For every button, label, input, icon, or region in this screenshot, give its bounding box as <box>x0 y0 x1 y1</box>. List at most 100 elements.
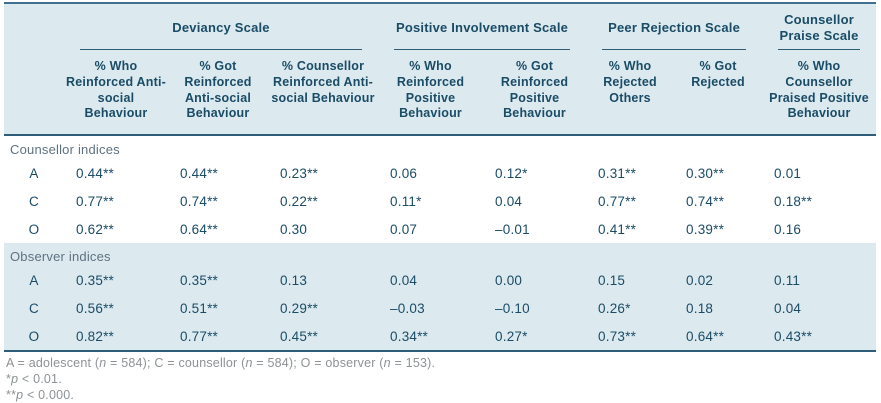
correlation-table-figure: Deviancy Scale Positive Involvement Scal… <box>4 2 876 403</box>
data-cell: 0.39** <box>674 215 762 243</box>
table-row: A 0.44** 0.44** 0.23** 0.06 0.12* 0.31**… <box>4 159 876 187</box>
row-label: O <box>4 322 64 351</box>
data-cell: 0.30** <box>674 159 762 187</box>
table-row: A 0.35** 0.35** 0.13 0.04 0.00 0.15 0.02… <box>4 266 876 294</box>
corner-cell <box>4 50 64 135</box>
footnote-text: = 584); O = observer ( <box>253 356 384 370</box>
group-header-positive-involvement: Positive Involvement Scale <box>378 3 586 50</box>
footnote-star: ** <box>6 388 16 402</box>
section-label: Counsellor indices <box>4 135 876 159</box>
group-label: Counsellor Praise Scale <box>780 12 859 43</box>
data-cell: 0.02 <box>674 266 762 294</box>
data-cell: 0.35** <box>168 266 268 294</box>
data-cell: 0.04 <box>762 294 876 322</box>
table-row: C 0.56** 0.51** 0.29** –0.03 –0.10 0.26*… <box>4 294 876 322</box>
group-header-counsellor-praise: Counsellor Praise Scale <box>762 3 876 50</box>
table-body: Counsellor indices A 0.44** 0.44** 0.23*… <box>4 135 876 351</box>
footnote-text: < 0.01. <box>18 372 62 386</box>
group-underline <box>394 49 570 50</box>
data-cell: 0.11 <box>762 266 876 294</box>
column-header: % Who Reinforced Anti-social Behaviour <box>64 50 168 135</box>
column-header: % Who Rejected Others <box>586 50 674 135</box>
row-label: C <box>4 294 64 322</box>
data-cell: 0.77** <box>168 322 268 351</box>
data-cell: 0.44** <box>168 159 268 187</box>
data-cell: 0.04 <box>483 187 586 215</box>
data-cell: 0.34** <box>378 322 483 351</box>
correlation-table: Deviancy Scale Positive Involvement Scal… <box>4 2 876 352</box>
group-label: Positive Involvement Scale <box>396 20 568 35</box>
column-header-row: % Who Reinforced Anti-social Behaviour %… <box>4 50 876 135</box>
data-cell: 0.18 <box>674 294 762 322</box>
footnote-double-star: **p < 0.000. <box>6 388 876 403</box>
data-cell: 0.07 <box>378 215 483 243</box>
group-label: Peer Rejection Scale <box>608 20 740 35</box>
group-underline <box>778 49 860 50</box>
footnote-text: < 0.000. <box>23 388 74 402</box>
data-cell: 0.51** <box>168 294 268 322</box>
data-cell: 0.04 <box>378 266 483 294</box>
data-cell: 0.11* <box>378 187 483 215</box>
footnote-text: = 153). <box>391 356 435 370</box>
section-label-row-counsellor: Counsellor indices <box>4 135 876 159</box>
data-cell: 0.29** <box>268 294 378 322</box>
data-cell: –0.10 <box>483 294 586 322</box>
data-cell: 0.73** <box>586 322 674 351</box>
data-cell: 0.56** <box>64 294 168 322</box>
data-cell: 0.82** <box>64 322 168 351</box>
footnote-text: A = adolescent ( <box>6 356 99 370</box>
group-underline <box>80 49 362 50</box>
data-cell: 0.15 <box>586 266 674 294</box>
column-header: % Got Reinforced Anti-social Behaviour <box>168 50 268 135</box>
data-cell: 0.44** <box>64 159 168 187</box>
table-row: O 0.62** 0.64** 0.30 0.07 –0.01 0.41** 0… <box>4 215 876 243</box>
data-cell: 0.31** <box>586 159 674 187</box>
group-label: Deviancy Scale <box>172 20 269 35</box>
row-label: A <box>4 159 64 187</box>
column-header: % Who Counsellor Praised Positive Behavi… <box>762 50 876 135</box>
footnote-single-star: *p < 0.01. <box>6 372 876 388</box>
data-cell: 0.35** <box>64 266 168 294</box>
data-cell: 0.16 <box>762 215 876 243</box>
data-cell: 0.77** <box>64 187 168 215</box>
data-cell: 0.74** <box>674 187 762 215</box>
footnote-text: = 584); C = counsellor ( <box>106 356 245 370</box>
data-cell: 0.01 <box>762 159 876 187</box>
data-cell: 0.43** <box>762 322 876 351</box>
data-cell: 0.26* <box>586 294 674 322</box>
data-cell: 0.64** <box>168 215 268 243</box>
footnote-n-italic: n <box>245 356 252 370</box>
column-header: % Counsellor Reinforced Anti-social Beha… <box>268 50 378 135</box>
table-header: Deviancy Scale Positive Involvement Scal… <box>4 3 876 135</box>
data-cell: –0.03 <box>378 294 483 322</box>
table-row: C 0.77** 0.74** 0.22** 0.11* 0.04 0.77**… <box>4 187 876 215</box>
section-label-row-observer: Observer indices <box>4 243 876 266</box>
data-cell: 0.18** <box>762 187 876 215</box>
data-cell: 0.64** <box>674 322 762 351</box>
group-header-peer-rejection: Peer Rejection Scale <box>586 3 762 50</box>
data-cell: 0.27* <box>483 322 586 351</box>
data-cell: 0.62** <box>64 215 168 243</box>
group-header-row: Deviancy Scale Positive Involvement Scal… <box>4 3 876 50</box>
footnote-abbreviations: A = adolescent ( n = 584); C = counsellor… <box>6 356 876 372</box>
data-cell: 0.12* <box>483 159 586 187</box>
data-cell: –0.01 <box>483 215 586 243</box>
row-label: C <box>4 187 64 215</box>
row-label: O <box>4 215 64 243</box>
column-header: % Got Reinforced Positive Behaviour <box>483 50 586 135</box>
data-cell: 0.30 <box>268 215 378 243</box>
data-cell: 0.00 <box>483 266 586 294</box>
group-header-deviancy: Deviancy Scale <box>64 3 378 50</box>
corner-cell <box>4 3 64 50</box>
data-cell: 0.74** <box>168 187 268 215</box>
data-cell: 0.13 <box>268 266 378 294</box>
section-label: Observer indices <box>4 243 876 266</box>
data-cell: 0.45** <box>268 322 378 351</box>
data-cell: 0.23** <box>268 159 378 187</box>
row-label: A <box>4 266 64 294</box>
data-cell: 0.22** <box>268 187 378 215</box>
data-cell: 0.06 <box>378 159 483 187</box>
data-cell: 0.77** <box>586 187 674 215</box>
column-header: % Got Rejected <box>674 50 762 135</box>
group-underline <box>602 49 746 50</box>
